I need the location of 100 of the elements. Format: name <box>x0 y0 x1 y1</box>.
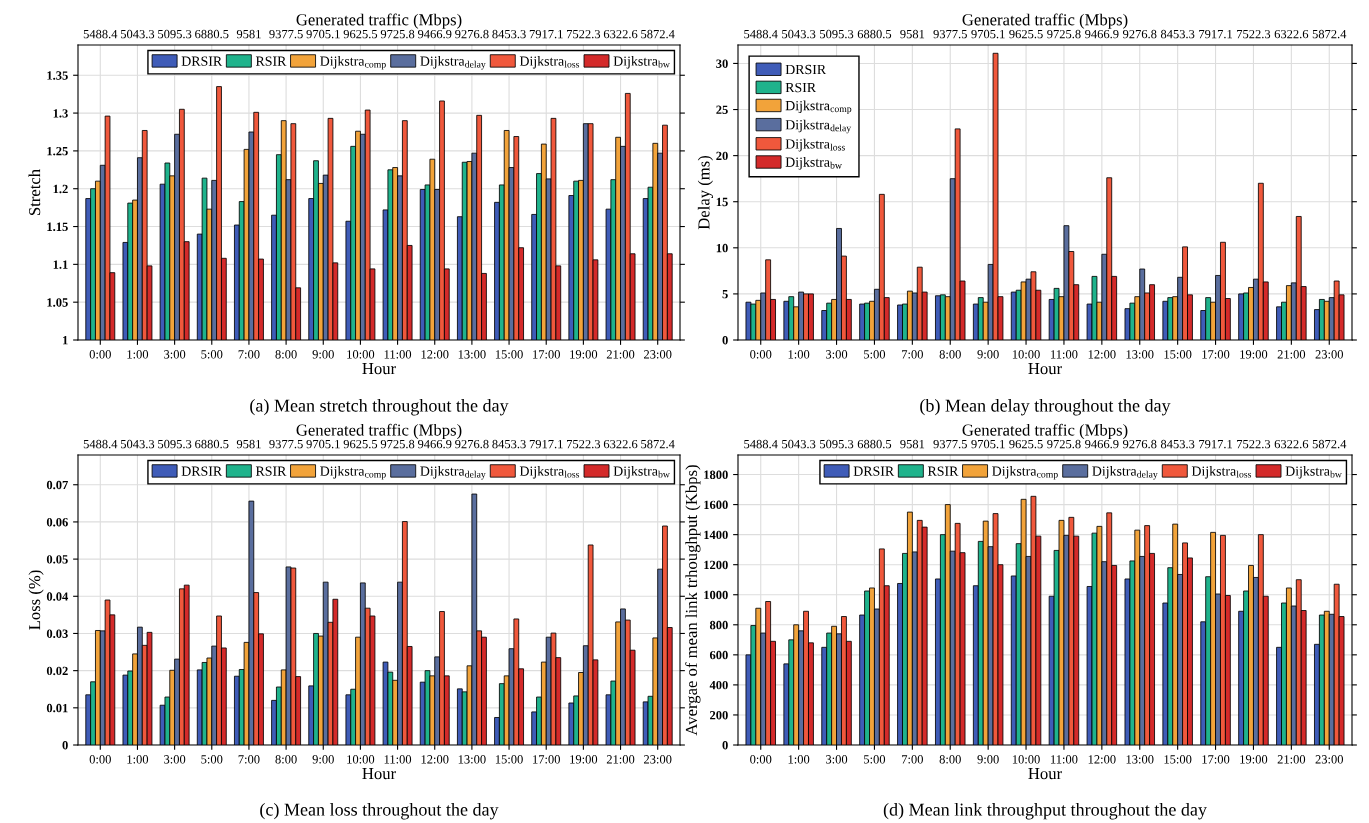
x-tick-label: 19:00 <box>570 755 598 764</box>
y-tick-label: 1.35 <box>47 71 68 80</box>
text: 5488.4 <box>83 439 118 449</box>
text: 7522.3 <box>567 29 601 39</box>
x-tick-label: 1:00 <box>788 350 810 359</box>
x2-axis-title: Generated traffic (Mbps) <box>962 423 1128 440</box>
x-tick-label: 17:00 <box>1202 755 1230 764</box>
text: 7917.1 <box>1199 439 1232 449</box>
x-tick-label: 7:00 <box>902 755 923 764</box>
text: (a) Mean stretch throughout the day <box>250 399 509 416</box>
x-tick-label: 15:00 <box>495 350 523 359</box>
legend-label: Dijkstra$_{delay}$ <box>420 465 486 480</box>
x-tick-label: 15:00 <box>1164 755 1192 764</box>
text: 9377.5 <box>933 439 967 449</box>
x-tick-label: 11:00 <box>1051 755 1078 764</box>
x-tick-label: 17:00 <box>1202 350 1230 359</box>
text: 9725.8 <box>1047 439 1081 449</box>
x-tick-label: 3:00 <box>826 755 848 764</box>
text: 5095.3 <box>158 439 192 449</box>
x-tick-label: 1:00 <box>788 755 810 764</box>
x-tick-label: 11:00 <box>384 755 412 764</box>
x-tick-label: 5:00 <box>864 755 886 764</box>
x-tick-label: 8:00 <box>275 755 297 764</box>
text: 8453.3 <box>492 439 526 449</box>
text: 9377.5 <box>269 29 303 39</box>
x-tick-label: 12:00 <box>1088 350 1116 359</box>
legend-label: Dijkstra$_{bw}$ <box>1285 465 1342 479</box>
text: 9377.5 <box>269 439 303 449</box>
text: 5043.3 <box>121 29 155 39</box>
legend-label: RSIR <box>255 56 287 66</box>
text: 9466.9 <box>417 439 452 449</box>
x-tick-label: 21:00 <box>1277 350 1306 359</box>
x-tick-label: 3:00 <box>164 755 186 764</box>
text: 9581 <box>900 29 925 39</box>
text: 8453.3 <box>1160 29 1195 39</box>
text: 5488.4 <box>744 29 778 39</box>
legend-label: DRSIR <box>853 466 895 476</box>
y-tick-label: 10 <box>716 243 728 253</box>
x-tick-label: 1:00 <box>127 350 149 359</box>
x-tick-label: 13:00 <box>1126 350 1154 359</box>
legend-label: Dijkstra$_{bw}$ <box>613 55 670 69</box>
x-tick-label: 3:00 <box>826 350 848 359</box>
y-axis-title: Delay (ms) <box>697 155 713 230</box>
y-tick-label: 0.01 <box>46 703 68 713</box>
text: 5488.4 <box>83 29 118 39</box>
text: 7522.3 <box>1237 439 1271 449</box>
y-tick-label: 0 <box>722 741 728 750</box>
legend-label: Dijkstra$_{loss}$ <box>785 138 845 152</box>
x-tick-label: 11:00 <box>1051 350 1078 359</box>
text: 6880.5 <box>195 439 229 449</box>
x-tick-label: 17:00 <box>533 350 560 359</box>
legend-label: Dijkstra$_{loss}$ <box>519 465 580 479</box>
x-tick-label: 8:00 <box>275 350 297 359</box>
y-tick-label: 0.02 <box>46 666 68 676</box>
text: 5872.4 <box>1312 29 1347 39</box>
y-tick-label: 0.05 <box>46 555 68 564</box>
text: 7917.1 <box>1199 29 1232 39</box>
x-tick-label: 21:00 <box>1277 755 1306 764</box>
text: 8453.3 <box>1160 439 1195 449</box>
y-axis-title: Loss (%) <box>28 570 44 630</box>
text: 5872.4 <box>1312 439 1347 449</box>
text: 5043.3 <box>782 439 816 449</box>
x2-axis-title: Generated traffic (Mbps) <box>296 423 462 440</box>
text: 5043.3 <box>782 29 816 39</box>
x-tick-label: 12:00 <box>1088 755 1116 764</box>
text: 9725.8 <box>380 439 415 449</box>
y-tick-label: 30 <box>716 59 728 68</box>
text: 5095.3 <box>820 439 854 449</box>
text: (d) Mean link throughput throughout the day <box>883 803 1207 820</box>
legend-label: Dijkstra$_{delay}$ <box>1092 465 1158 480</box>
x-tick-label: 7:00 <box>238 755 260 764</box>
x-tick-label: 12:00 <box>421 755 449 764</box>
y-tick-label: 15 <box>716 197 728 207</box>
x-tick-label: 3:00 <box>164 350 186 359</box>
x-tick-label: 23:00 <box>644 350 672 359</box>
x-tick-label: 9:00 <box>977 350 999 359</box>
y-tick-label: 1800 <box>704 470 728 479</box>
x-tick-label: 5:00 <box>864 350 886 359</box>
y-tick-label: 600 <box>709 650 728 660</box>
text: 9705.1 <box>306 439 340 449</box>
y-tick-label: 1.15 <box>47 222 68 232</box>
text: 6880.5 <box>857 439 892 449</box>
text: 9625.5 <box>343 439 378 449</box>
x-tick-label: 15:00 <box>495 755 523 764</box>
text: 9625.5 <box>343 29 378 39</box>
text: 9276.8 <box>1122 29 1157 39</box>
x-axis-title: Hour <box>1028 363 1062 375</box>
x-tick-label: 9:00 <box>312 755 334 764</box>
x-tick-label: 9:00 <box>977 755 999 764</box>
y-tick-label: 1200 <box>704 560 728 570</box>
text: 8453.3 <box>492 29 526 39</box>
x2-axis-title: Generated traffic (Mbps) <box>296 13 462 29</box>
x-tick-label: 23:00 <box>1315 755 1344 764</box>
text: 6322.6 <box>1274 29 1309 39</box>
y-tick-label: 1.25 <box>47 146 68 156</box>
text: 6880.5 <box>857 29 892 39</box>
text: 9625.5 <box>1009 29 1043 39</box>
text: 7522.3 <box>567 439 601 449</box>
x-tick-label: 8:00 <box>939 755 961 764</box>
text: 5095.3 <box>158 29 192 39</box>
